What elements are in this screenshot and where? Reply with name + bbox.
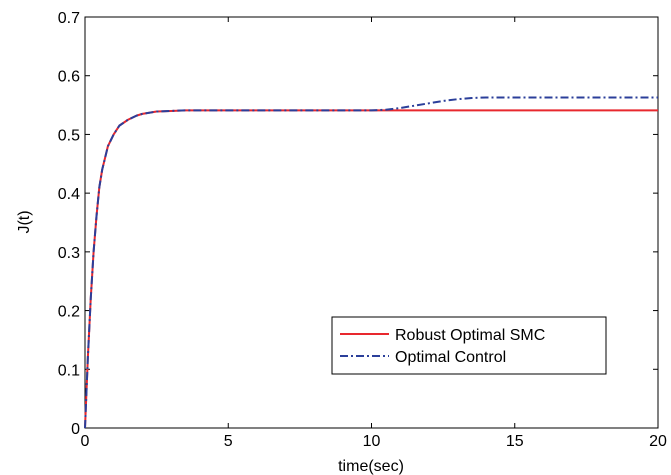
y-tick-label: 0 <box>71 421 80 438</box>
y-tick-label: 0.3 <box>58 245 80 262</box>
y-tick-label: 0.1 <box>58 362 80 379</box>
legend: Robust Optimal SMC Optimal Control <box>331 316 607 375</box>
legend-label-optimal-control: Optimal Control <box>395 349 506 366</box>
y-tick-label: 0.4 <box>58 186 80 203</box>
y-tick-label: 0.6 <box>58 69 80 86</box>
x-axis-label: time(sec) <box>338 458 404 475</box>
legend-label-robust-optimal-smc: Robust Optimal SMC <box>395 327 545 344</box>
x-tick-label: 10 <box>363 433 381 450</box>
y-tick-label: 0.2 <box>58 304 80 321</box>
x-tick-label: 20 <box>649 433 667 450</box>
y-tick-label: 0.7 <box>58 10 80 27</box>
x-tick-label: 15 <box>506 433 524 450</box>
legend-box <box>331 316 607 375</box>
y-tick-label: 0.5 <box>58 127 80 144</box>
x-tick-label: 0 <box>81 433 90 450</box>
y-axis-label: J(t) <box>16 210 33 233</box>
x-tick-label: 5 <box>224 433 233 450</box>
series-line-optimal-control <box>84 96 658 429</box>
series-layer <box>84 96 658 429</box>
